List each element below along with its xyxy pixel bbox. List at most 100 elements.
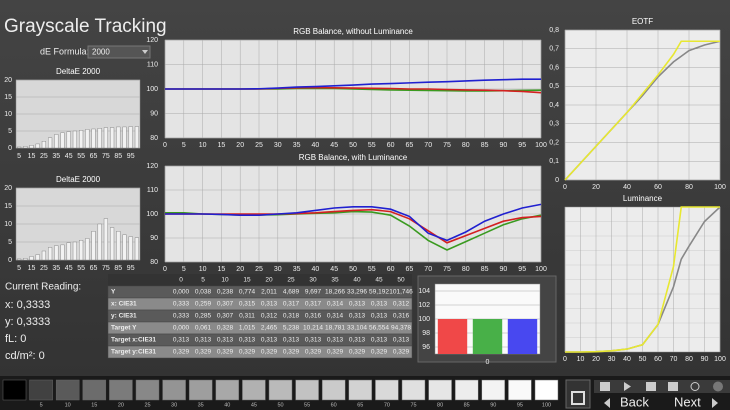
back-arrow[interactable] — [604, 398, 610, 408]
x-tick-label: 15 — [28, 265, 36, 272]
bar — [79, 130, 84, 149]
de-formula-select[interactable] — [87, 45, 151, 59]
bar — [110, 127, 115, 149]
chart-title: RGB Balance, with Luminance — [299, 153, 408, 162]
table-cell: 0,312 — [393, 301, 410, 308]
x-tick-label: 75 — [102, 153, 110, 160]
gray-swatch[interactable] — [508, 379, 532, 401]
reading-fl: fL: 0 — [5, 333, 26, 345]
gray-swatch[interactable] — [2, 379, 27, 401]
x-tick-label: 25 — [40, 153, 48, 160]
table-cell: 18,781 — [325, 325, 345, 332]
swatch-label: 50 — [277, 402, 283, 408]
swatch-label: 30 — [171, 402, 177, 408]
x-tick-label: 45 — [65, 265, 73, 272]
y-tick-label: 20 — [4, 77, 12, 84]
gray-swatch[interactable] — [348, 379, 373, 401]
gray-swatch[interactable] — [428, 379, 452, 401]
next-button[interactable]: Next — [674, 394, 701, 409]
gray-swatch[interactable] — [188, 379, 213, 401]
table-header-cell: 50 — [397, 277, 405, 284]
swatch-label: 75 — [410, 402, 416, 408]
table-cell: 0,316 — [393, 313, 410, 320]
toolbar-icon[interactable] — [600, 382, 610, 391]
x-tick-label: 25 — [40, 265, 48, 272]
toolbar-icon[interactable] — [713, 381, 723, 392]
x-tick-label: 0 — [486, 359, 490, 366]
gray-swatch[interactable] — [162, 379, 186, 401]
table-cell: 2,011 — [261, 289, 277, 296]
table-cell: 10,214 — [303, 325, 323, 332]
chart-title: RGB Balance, without Luminance — [293, 27, 413, 36]
gray-swatch[interactable] — [481, 379, 506, 401]
x-tick-label: 20 — [236, 142, 244, 149]
dropdown-arrow — [142, 50, 148, 54]
gray-swatch[interactable] — [295, 379, 319, 401]
chart-title: EOTF — [632, 17, 653, 26]
chart-title: DeltaE 2000 — [56, 175, 101, 184]
bar — [128, 236, 133, 261]
x-tick-label: 70 — [670, 356, 678, 363]
toolbar-icon[interactable] — [646, 382, 656, 391]
gray-swatch[interactable] — [82, 379, 107, 401]
gray-swatch[interactable] — [268, 379, 293, 401]
x-tick-label: 20 — [592, 356, 600, 363]
gray-swatch[interactable] — [401, 379, 426, 401]
next-arrow[interactable] — [712, 398, 718, 408]
bar — [35, 254, 40, 261]
table-cell: 94,378 — [391, 325, 411, 332]
gray-swatch[interactable] — [242, 379, 266, 401]
x-tick-label: 85 — [114, 265, 122, 272]
swatch-label: 20 — [118, 402, 124, 408]
table-header-cell: 10 — [221, 277, 229, 284]
table-cell: 0,313 — [239, 337, 256, 344]
bar — [48, 247, 53, 261]
y-tick-label: 96 — [422, 344, 430, 351]
table-cell: 0,333 — [173, 301, 190, 308]
y-tick-label: 102 — [418, 302, 430, 309]
swatch-label: 40 — [224, 402, 230, 408]
bar — [17, 146, 22, 149]
table-cell: 33,104 — [347, 325, 367, 332]
back-button[interactable]: Back — [620, 394, 649, 409]
x-tick-label: 75 — [102, 265, 110, 272]
table-cell: 0,328 — [217, 325, 234, 332]
x-tick-label: 95 — [127, 265, 135, 272]
gray-swatch[interactable] — [321, 379, 346, 401]
y-tick-label: 0,8 — [549, 27, 559, 34]
table-cell: 0,307 — [217, 301, 234, 308]
x-tick-label: 55 — [368, 266, 376, 273]
x-tick-label: 75 — [443, 142, 451, 149]
bar — [29, 256, 34, 261]
gray-swatch[interactable] — [55, 379, 80, 401]
x-tick-label: 55 — [77, 265, 85, 272]
table-cell: 2,465 — [261, 325, 278, 332]
table-header-cell: 5 — [201, 277, 205, 284]
gray-swatch[interactable] — [109, 379, 133, 401]
toolbar-icon[interactable] — [668, 382, 678, 391]
table-cell: 18,266 — [325, 289, 345, 296]
refresh-icon[interactable] — [690, 382, 700, 391]
x-tick-label: 95 — [518, 266, 526, 273]
gray-swatch[interactable] — [454, 379, 479, 401]
gray-swatch[interactable] — [375, 379, 399, 401]
bar — [35, 143, 40, 149]
y-tick-label: 0,2 — [549, 139, 559, 146]
gray-swatch[interactable] — [29, 379, 53, 401]
de-formula-value[interactable]: 2000 — [92, 48, 110, 57]
bar — [72, 241, 77, 261]
y-tick-label: 5 — [8, 128, 12, 135]
gray-swatch[interactable] — [215, 379, 240, 401]
table-header-cell: 20 — [265, 277, 273, 284]
play-icon[interactable] — [624, 382, 631, 391]
y-tick-label: 80 — [150, 135, 158, 142]
table-cell: 0,313 — [371, 301, 388, 308]
gray-swatch[interactable] — [534, 379, 559, 401]
table-row-label: x: CIE31 — [111, 301, 137, 308]
x-tick-label: 40 — [623, 356, 631, 363]
swatch-label: 10 — [65, 402, 71, 408]
table-cell: 0,313 — [349, 313, 366, 320]
x-tick-label: 5 — [17, 153, 21, 160]
reading-x: x: 0,3333 — [5, 299, 50, 311]
gray-swatch[interactable] — [135, 379, 160, 401]
